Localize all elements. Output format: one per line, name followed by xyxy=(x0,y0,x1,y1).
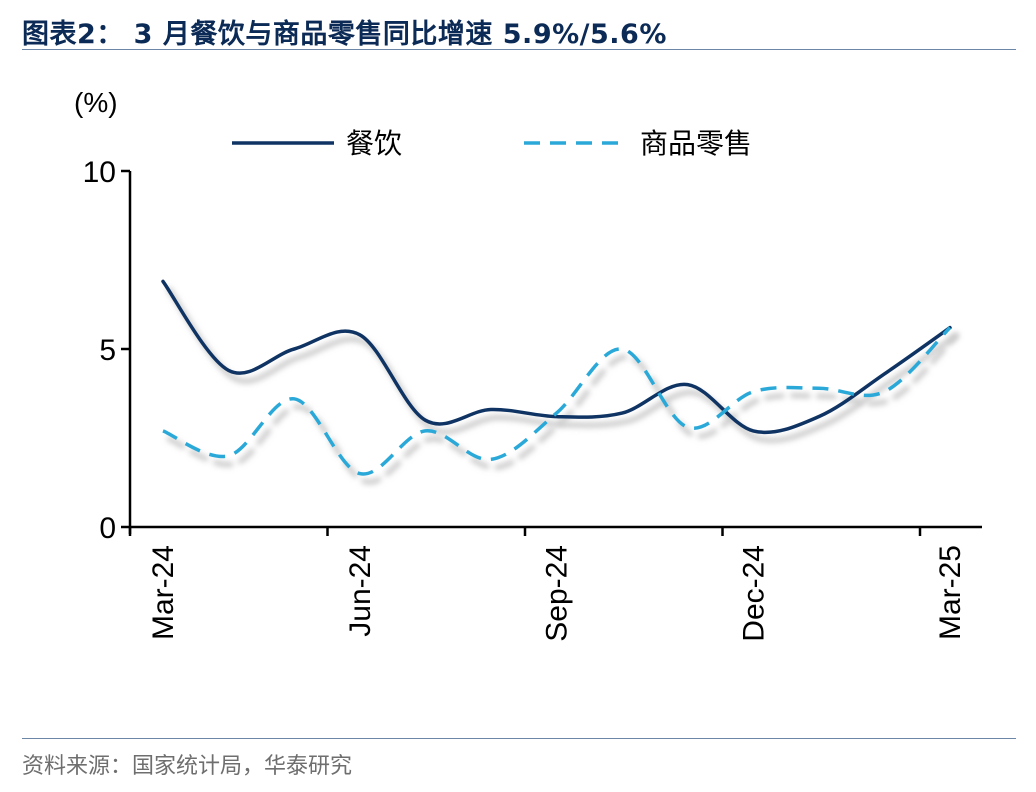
y-tick-label: 0 xyxy=(99,512,116,545)
y-tick-label: 10 xyxy=(83,156,116,189)
series-shadow-catering xyxy=(166,286,959,443)
x-tick-label: Mar-25 xyxy=(934,545,967,640)
legend-label-retail: 商品零售 xyxy=(640,127,752,160)
series-shadows xyxy=(166,286,959,485)
x-tick-label: Mar-24 xyxy=(147,545,180,640)
legend-label-catering: 餐饮 xyxy=(346,127,402,160)
x-tick-label: Sep-24 xyxy=(541,545,574,642)
chart-title: 图表2： 3 月餐饮与商品零售同比增速 5.9%/5.6% xyxy=(22,19,667,50)
axes: 0 5 10 Mar-24 Jun-24 Sep-24 Dec-24 Mar-25 xyxy=(83,156,982,642)
footer-divider xyxy=(22,738,1016,739)
series-shadow-retail xyxy=(166,333,959,485)
x-tick-label: Jun-24 xyxy=(344,545,377,637)
series-lines xyxy=(161,279,952,476)
source-note: 资料来源：国家统计局，华泰研究 xyxy=(22,754,353,779)
series-line-catering xyxy=(161,279,952,435)
title-divider xyxy=(22,49,1016,50)
y-unit-label: (%) xyxy=(74,87,118,118)
y-tick-label: 5 xyxy=(99,334,116,367)
series-line-retail xyxy=(162,326,952,476)
legend: 餐饮 商品零售 xyxy=(232,127,752,160)
x-tick-label: Dec-24 xyxy=(737,545,770,642)
